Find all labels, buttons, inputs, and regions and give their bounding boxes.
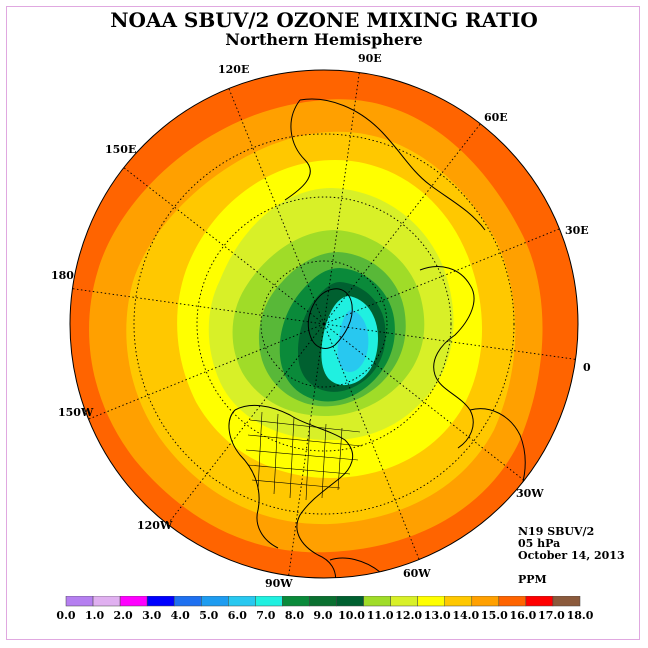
plot-frame <box>6 6 640 640</box>
satellite-label: N19 SBUV/2 <box>518 525 595 538</box>
asia-coast <box>284 98 486 231</box>
colorbar-swatch <box>282 596 310 607</box>
lon-label-90w: 90W <box>265 577 293 590</box>
colorbar-tick-label: 10.0 <box>338 609 365 622</box>
chart-title: NOAA SBUV/2 OZONE MIXING RATIO <box>110 8 538 32</box>
colorbar-tick-label: 17.0 <box>538 609 565 622</box>
colorbar-swatch <box>309 596 337 607</box>
colorbar-swatch <box>444 596 473 607</box>
date-label: October 14, 2013 <box>518 549 625 562</box>
colorbar-tick-label: 9.0 <box>313 609 333 622</box>
graticule <box>72 72 576 576</box>
colorbar-swatch <box>552 596 581 607</box>
colorbar-tick-label: 2.0 <box>113 609 133 622</box>
lon-label-150w: 150W <box>58 406 94 419</box>
colorbar-swatch <box>336 596 364 607</box>
colorbar-tick-label: 3.0 <box>142 609 162 622</box>
colorbar-swatch <box>255 596 283 607</box>
colorbar-tick-label: 12.0 <box>395 609 423 622</box>
us-state-grid <box>245 411 363 501</box>
colorbar-tick-label: 7.0 <box>256 609 276 622</box>
colorbar-swatch <box>65 596 94 607</box>
band-6 <box>337 310 369 372</box>
lon-label-180: 180 <box>51 269 74 282</box>
lon-label-30e: 30E <box>565 224 589 237</box>
colorbar-swatch <box>201 596 229 607</box>
lon-label-150e: 150E <box>105 143 137 156</box>
colorbar-tick-label: 1.0 <box>84 609 105 622</box>
colorbar-swatch <box>92 596 121 607</box>
colorbar-tick-label: 13.0 <box>423 609 451 622</box>
lon-label-0: 0 <box>583 361 591 374</box>
colorbar-tick-label: 4.0 <box>170 609 190 622</box>
lon-label-60e: 60E <box>484 111 508 124</box>
europe-coast <box>419 266 475 449</box>
colorbar-swatch <box>390 596 418 607</box>
colorbar-tick-label: 14.0 <box>452 609 480 622</box>
chart-subtitle: Northern Hemisphere <box>225 30 423 49</box>
colorbar-tick-label: 5.0 <box>199 609 219 622</box>
colorbar-tick-label: 11.0 <box>366 609 394 622</box>
lon-label-90e: 90E <box>358 52 382 65</box>
colorbar-tick-label: 18.0 <box>566 609 594 622</box>
units-label: PPM <box>518 573 547 586</box>
ozone-field <box>70 70 578 578</box>
colorbar-tick-label: 16.0 <box>509 609 537 622</box>
colorbar-swatch <box>417 596 445 607</box>
colorbar-tick-label: 6.0 <box>227 609 247 622</box>
colorbar <box>65 596 581 607</box>
colorbar-swatch <box>498 596 527 607</box>
colorbar-tick-label: 8.0 <box>284 609 305 622</box>
colorbar-swatch <box>228 596 256 607</box>
colorbar-swatch <box>146 596 175 607</box>
colorbar-swatch <box>471 596 500 607</box>
colorbar-swatch <box>173 596 202 607</box>
lon-label-120e: 120E <box>218 63 250 76</box>
colorbar-tick-label: 15.0 <box>480 609 508 622</box>
lon-label-120w: 120W <box>137 519 173 532</box>
colorbar-tick-label: 0.0 <box>56 609 76 622</box>
lon-label-60w: 60W <box>403 567 431 580</box>
colorbar-swatch <box>525 596 554 607</box>
colorbar-swatch <box>363 596 391 607</box>
greenland-coast <box>307 288 353 349</box>
pressure-level-label: 05 hPa <box>518 537 561 550</box>
colorbar-swatch <box>119 596 148 607</box>
lon-label-30w: 30W <box>516 487 544 500</box>
map-outline <box>69 69 579 579</box>
